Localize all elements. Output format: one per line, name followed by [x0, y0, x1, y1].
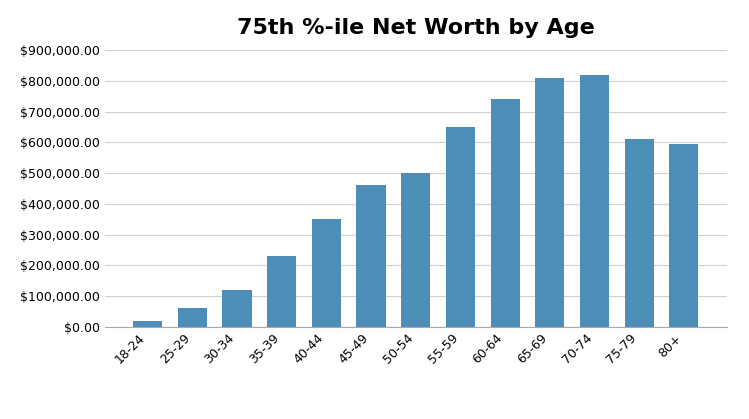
Bar: [357, 186, 386, 327]
Bar: [222, 290, 252, 327]
Bar: [178, 308, 207, 327]
Bar: [267, 256, 296, 327]
Bar: [312, 219, 341, 327]
Title: 75th %-ile Net Worth by Age: 75th %-ile Net Worth by Age: [237, 18, 595, 38]
Bar: [491, 99, 520, 327]
Bar: [625, 140, 654, 327]
Bar: [446, 127, 475, 327]
Bar: [133, 321, 162, 327]
Bar: [536, 78, 564, 327]
Bar: [670, 144, 698, 327]
Bar: [580, 75, 609, 327]
Bar: [401, 173, 430, 327]
